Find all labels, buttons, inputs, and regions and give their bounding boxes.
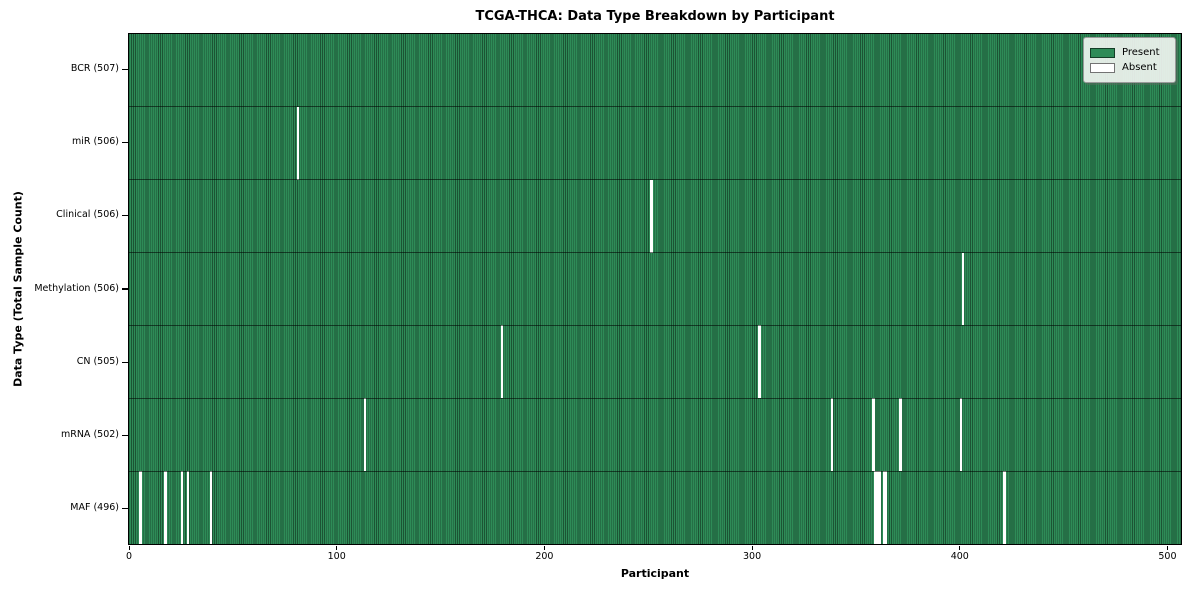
y-tick-label-maf: MAF (496)	[70, 501, 119, 513]
legend-label-absent: Absent	[1122, 62, 1157, 73]
y-tick-mark	[122, 68, 128, 71]
x-tick-label: 0	[126, 551, 133, 562]
absent-stripe	[758, 325, 761, 399]
absent-stripe	[1003, 471, 1006, 544]
absent-stripe	[830, 398, 834, 472]
absent-stripe	[180, 471, 184, 544]
x-tick-label: 300	[743, 551, 762, 562]
row-separator	[129, 179, 1181, 181]
x-tick-label: 500	[1158, 551, 1177, 562]
row-separator	[129, 470, 1181, 472]
y-tick-label-methylation: Methylation (506)	[34, 282, 119, 294]
y-tick-mark	[122, 507, 128, 510]
y-tick-label-bcr: BCR (507)	[70, 63, 119, 75]
absent-stripe	[876, 471, 879, 544]
x-tick-mark	[543, 546, 545, 550]
absent-stripe	[650, 179, 653, 253]
absent-swatch-icon	[1090, 62, 1115, 73]
legend-entry-absent: Absent	[1090, 62, 1175, 73]
absent-stripe	[961, 252, 965, 326]
absent-stripe	[959, 398, 962, 472]
absent-stripe	[297, 106, 300, 180]
x-tick-label: 200	[535, 551, 554, 562]
y-tick-mark	[122, 288, 128, 290]
absent-stripe	[363, 398, 366, 472]
x-tick-mark	[751, 546, 753, 550]
y-tick-label-mir: miR (506)	[71, 136, 119, 148]
heatmap-row-maf	[129, 471, 1181, 544]
y-tick-mark	[122, 434, 128, 436]
y-tick-mark	[122, 215, 128, 217]
row-separator	[129, 106, 1181, 108]
x-tick-mark	[128, 546, 130, 550]
x-tick-mark	[959, 546, 961, 550]
legend: Present Absent	[1083, 37, 1176, 83]
legend-entry-present: Present	[1090, 47, 1175, 58]
row-separator	[129, 324, 1181, 326]
absent-stripe	[209, 471, 213, 544]
absent-stripe	[899, 398, 902, 472]
heatmap-row-mrna	[129, 398, 1181, 472]
absent-stripe	[872, 398, 875, 472]
chart-title: TCGA-THCA: Data Type Breakdown by Partic…	[475, 9, 835, 24]
heatmap-row-cn	[129, 325, 1181, 399]
absent-stripe	[882, 471, 886, 544]
y-tick-label-cn: CN (505)	[76, 355, 119, 367]
heatmap-row-mir	[129, 106, 1181, 180]
absent-stripe	[884, 471, 888, 544]
x-axis-label: Participant	[620, 567, 690, 580]
absent-stripe	[878, 471, 881, 544]
x-tick-mark	[1166, 546, 1168, 550]
x-tick-mark	[336, 546, 338, 550]
present-swatch-icon	[1090, 47, 1115, 58]
plot-area	[128, 33, 1182, 545]
absent-stripe	[500, 325, 503, 399]
y-tick-mark	[122, 142, 128, 144]
absent-stripe	[874, 471, 877, 544]
x-tick-label: 400	[950, 551, 969, 562]
row-separator	[129, 252, 1181, 254]
absent-stripe	[164, 471, 167, 544]
absent-stripe	[139, 471, 142, 544]
row-separator	[129, 397, 1181, 399]
heatmap-row-clinical	[129, 179, 1181, 253]
heatmap-row-methylation	[129, 252, 1181, 326]
y-tick-mark	[122, 361, 128, 363]
x-tick-label: 100	[327, 551, 346, 562]
absent-stripe	[186, 471, 190, 544]
heatmap-row-bcr	[129, 34, 1181, 107]
y-tick-label-mrna: mRNA (502)	[60, 428, 119, 440]
y-tick-label-clinical: Clinical (506)	[56, 209, 119, 221]
legend-label-present: Present	[1122, 47, 1160, 58]
